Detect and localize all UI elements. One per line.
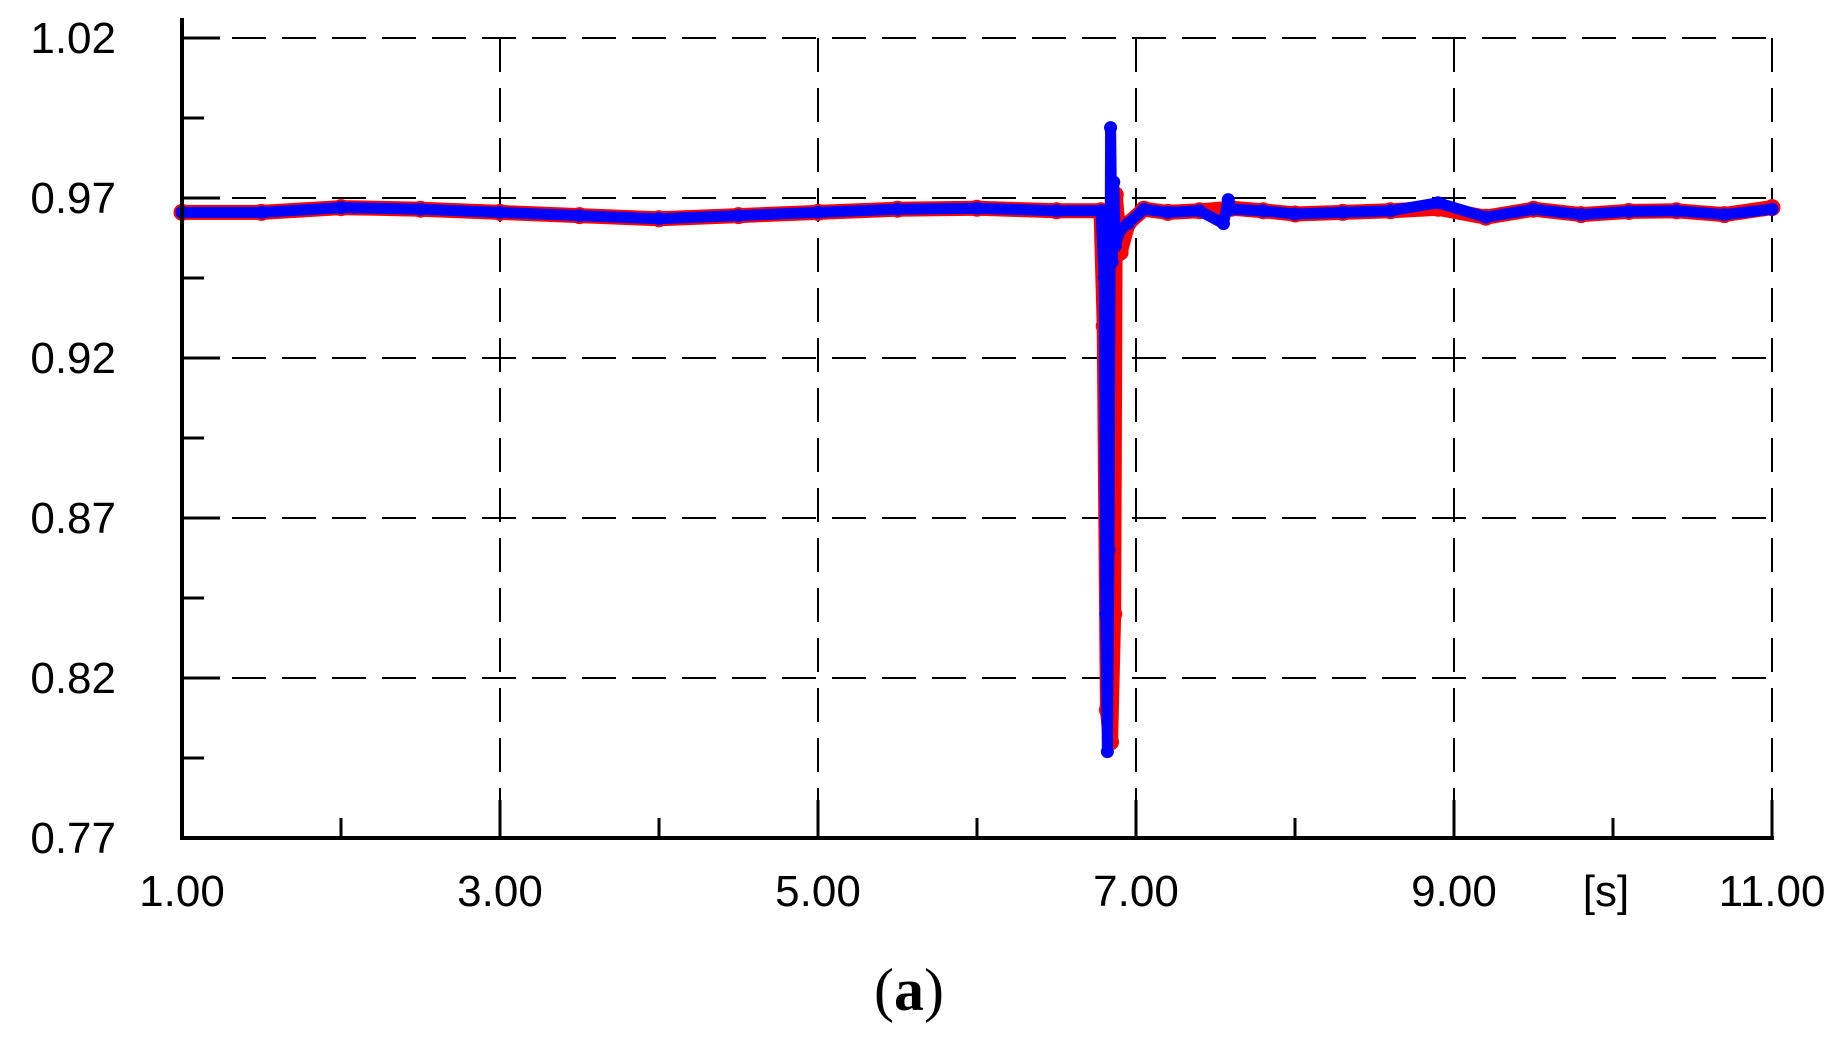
- y-tick-label: 1.02: [30, 14, 116, 63]
- y-tick-label: 0.87: [30, 494, 116, 543]
- data-point: [1161, 205, 1175, 219]
- data-point: [1256, 204, 1270, 218]
- tick-labels: 1.00 3.00 5.00 7.00 9.00 11.00 0.77 0.82 0.87 0.9…: [30, 14, 1825, 916]
- caption-letter: a: [894, 957, 924, 1023]
- data-point: [891, 202, 904, 216]
- x-unit-label: [s]: [1583, 867, 1629, 916]
- data-point: [1107, 175, 1121, 189]
- caption-open-paren: (: [874, 957, 894, 1023]
- data-point: [493, 205, 507, 219]
- data-point: [1097, 271, 1111, 285]
- data-point: [970, 201, 984, 215]
- data-point: [1336, 205, 1350, 219]
- data-point: [1216, 217, 1230, 231]
- y-tick-label: 0.82: [30, 654, 116, 703]
- data-point: [1224, 202, 1238, 216]
- x-tick-label: 5.00: [775, 867, 861, 916]
- grid-lines: [182, 37, 1773, 838]
- data-point: [1670, 204, 1684, 218]
- data-point: [1527, 202, 1540, 216]
- axes: [180, 18, 1774, 840]
- data-point: [1094, 204, 1108, 218]
- data-point: [334, 201, 348, 215]
- data-point: [1717, 208, 1731, 222]
- data-point: [1102, 543, 1116, 557]
- data-point: [1108, 239, 1122, 253]
- data-point: [1137, 202, 1151, 216]
- data-point: [1099, 607, 1113, 621]
- y-tick-label: 0.97: [30, 174, 116, 223]
- y-tick-label: 0.77: [30, 814, 116, 863]
- x-tick-label: 7.00: [1093, 867, 1179, 916]
- figure-caption: (a): [874, 957, 944, 1023]
- series-line-blue: [176, 122, 1778, 758]
- data-point: [652, 212, 666, 226]
- caption-close-paren: ): [924, 957, 944, 1023]
- data-point: [573, 209, 586, 223]
- data-point: [414, 202, 427, 216]
- x-tick-label: 3.00: [457, 867, 543, 916]
- series-line-red: [174, 187, 1780, 750]
- data-point: [1105, 255, 1119, 269]
- data-point: [1383, 204, 1397, 218]
- data-point: [1574, 208, 1588, 222]
- data-point: [1431, 196, 1445, 210]
- data-point: [1765, 202, 1779, 216]
- x-tick-label: 11.00: [1719, 867, 1826, 916]
- data-point: [255, 205, 268, 219]
- data-point: [1050, 204, 1063, 218]
- data-point: [1622, 204, 1636, 218]
- x-tick-label: 9.00: [1411, 867, 1497, 916]
- data-point: [1104, 121, 1118, 135]
- y-tick-label: 0.92: [30, 334, 116, 383]
- data-point: [1121, 217, 1135, 231]
- data-point: [1100, 745, 1114, 759]
- data-point: [1479, 210, 1493, 224]
- x-tick-label: 1.00: [139, 867, 225, 916]
- data-point: [1288, 207, 1302, 221]
- series-layer: [173, 121, 1781, 759]
- data-point: [1193, 204, 1207, 218]
- data-point: [732, 209, 745, 223]
- data-point: [811, 205, 825, 219]
